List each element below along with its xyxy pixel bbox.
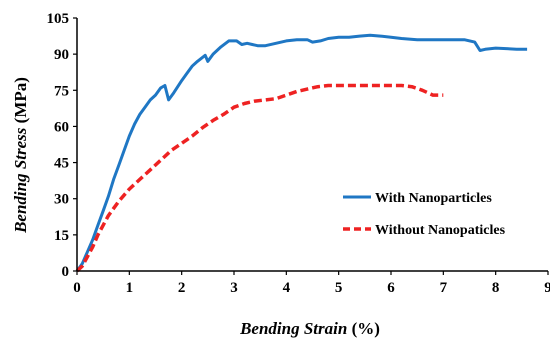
series-line-without-nanopaticles [75, 83, 444, 273]
y-tick-label: 15 [54, 228, 69, 244]
x-tick-label: 2 [178, 280, 186, 296]
x-tick-label: 7 [440, 280, 448, 296]
series-layer [75, 33, 528, 273]
x-axis-label: Bending Strain (%) [239, 319, 380, 338]
y-axis-label: Bending Stress (MPa) [11, 77, 30, 234]
series-line-with-nanoparticles [75, 33, 528, 272]
y-tick-label: 45 [54, 156, 69, 172]
x-tick-label: 6 [387, 280, 395, 296]
x-tick-label: 5 [335, 280, 343, 296]
y-tick-label: 90 [54, 47, 69, 63]
x-tick-label: 1 [126, 280, 134, 296]
y-tick-label: 60 [54, 119, 69, 135]
y-tick-label: 30 [54, 192, 69, 208]
legend-label-without-nanoparticles: Without Nanopaticles [375, 223, 506, 238]
y-tick-label: 0 [62, 264, 70, 280]
x-tick-label: 9 [544, 280, 550, 296]
legend: With Nanoparticles Without Nanopaticles [343, 191, 506, 238]
x-tick-label: 8 [492, 280, 500, 296]
x-tick-label: 4 [283, 280, 291, 296]
x-tick-label: 3 [230, 280, 238, 296]
legend-label-with-nanoparticles: With Nanoparticles [375, 191, 492, 206]
y-tick-label: 105 [47, 11, 70, 27]
y-tick-label: 75 [54, 83, 69, 99]
x-tick-label: 0 [73, 280, 81, 296]
